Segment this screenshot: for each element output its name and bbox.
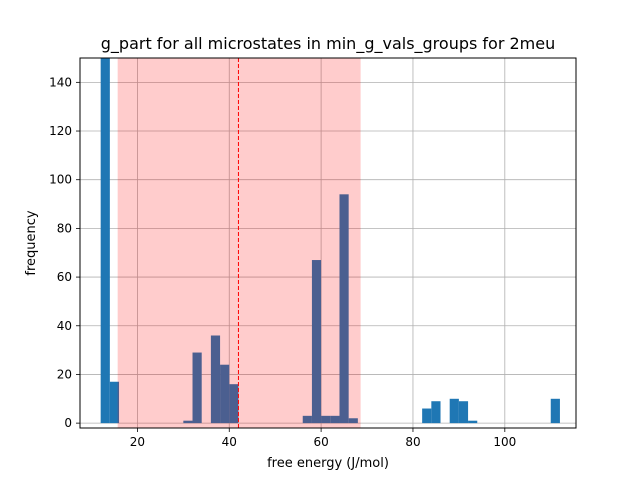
- y-tick-label: 20: [57, 367, 72, 381]
- x-tick-label: 20: [130, 435, 145, 449]
- x-tick-label: 40: [222, 435, 237, 449]
- histogram-bar: [100, 58, 110, 424]
- histogram-bar: [458, 401, 469, 424]
- overlay-layer: [117, 58, 361, 428]
- chart-title: g_part for all microstates in min_g_vals…: [101, 34, 556, 54]
- plot-frame: [79, 57, 577, 429]
- histogram-bar: [431, 401, 441, 424]
- histogram-bar: [311, 260, 322, 424]
- y-tick-label: 100: [49, 173, 72, 187]
- y-tick-label: 80: [57, 221, 72, 235]
- y-tick-label: 120: [49, 124, 72, 138]
- y-tick-label: 40: [57, 319, 72, 333]
- histogram-bar: [192, 352, 202, 424]
- histogram-bar: [422, 408, 432, 424]
- histogram-bar: [348, 418, 358, 424]
- axis-ticks: 20 40 60 80 100 0 20 40 60 80 100 120 140: [49, 75, 516, 449]
- x-tick-label: 80: [405, 435, 420, 449]
- histogram-bar: [449, 398, 459, 424]
- x-tick-label: 60: [313, 435, 328, 449]
- histogram-bar: [220, 364, 230, 424]
- shaded-range-band: [117, 58, 361, 428]
- x-tick-label: 100: [493, 435, 516, 449]
- histogram-bar: [302, 415, 312, 424]
- histogram-bar: [109, 381, 120, 424]
- y-axis-label: frequency: [24, 210, 39, 276]
- y-tick-label: 60: [57, 270, 72, 284]
- x-axis-label: free energy (J/mol): [267, 456, 389, 471]
- histogram-bar: [468, 420, 478, 424]
- y-tick-label: 0: [64, 416, 72, 430]
- y-tick-label: 140: [49, 75, 72, 89]
- histogram-bar: [550, 398, 560, 424]
- histogram-bar: [229, 384, 239, 424]
- histogram-bar: [210, 335, 221, 424]
- histogram-bars: [100, 58, 560, 424]
- histogram-bar: [339, 194, 349, 424]
- histogram-bar: [330, 415, 340, 424]
- histogram-bar: [183, 420, 193, 424]
- histogram-bar: [321, 415, 331, 424]
